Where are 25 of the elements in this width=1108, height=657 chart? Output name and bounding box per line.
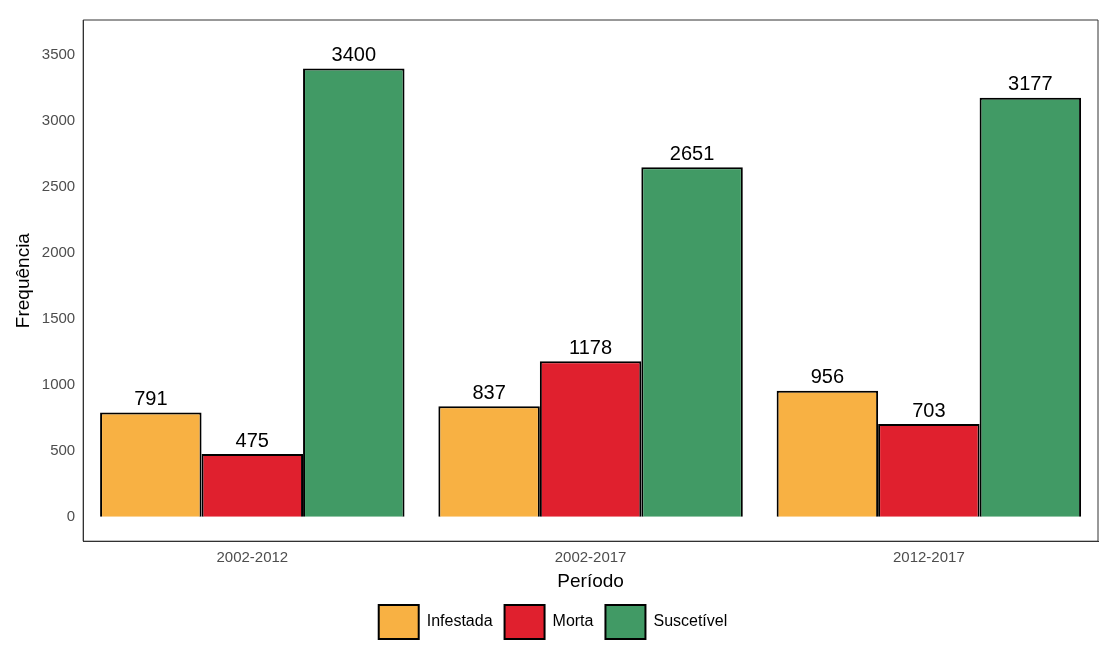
legend-label: Morta [552,612,594,630]
data-label: 791 [134,386,168,409]
data-label: 475 [235,428,269,451]
y-axis-title: Frequência [11,232,33,329]
y-tick-label: 3000 [41,111,76,129]
y-tick-label: 2500 [41,177,76,195]
y-tick-label: 0 [66,506,76,524]
data-label: 3400 [331,42,377,65]
data-label: 956 [810,365,845,388]
y-tick-label: 2000 [41,243,76,261]
x-axis-title: Período [557,569,624,591]
x-tick-label: 2012-2017 [892,548,965,566]
data-label: 2651 [669,141,715,164]
data-label: 1178 [569,335,613,358]
data-label: 837 [472,380,506,403]
legend-label: Infestada [426,612,493,630]
y-tick-label: 1000 [41,374,76,392]
y-tick-label: 500 [50,440,76,458]
data-label: 703 [912,398,946,421]
x-tick-label: 2002-2017 [554,548,627,566]
y-tick-label: 1500 [41,309,76,327]
data-label: 3177 [1008,72,1053,95]
y-tick-label: 3500 [41,45,76,63]
x-tick-label: 2002-2012 [216,548,289,566]
legend-label: Suscetível [653,612,728,630]
